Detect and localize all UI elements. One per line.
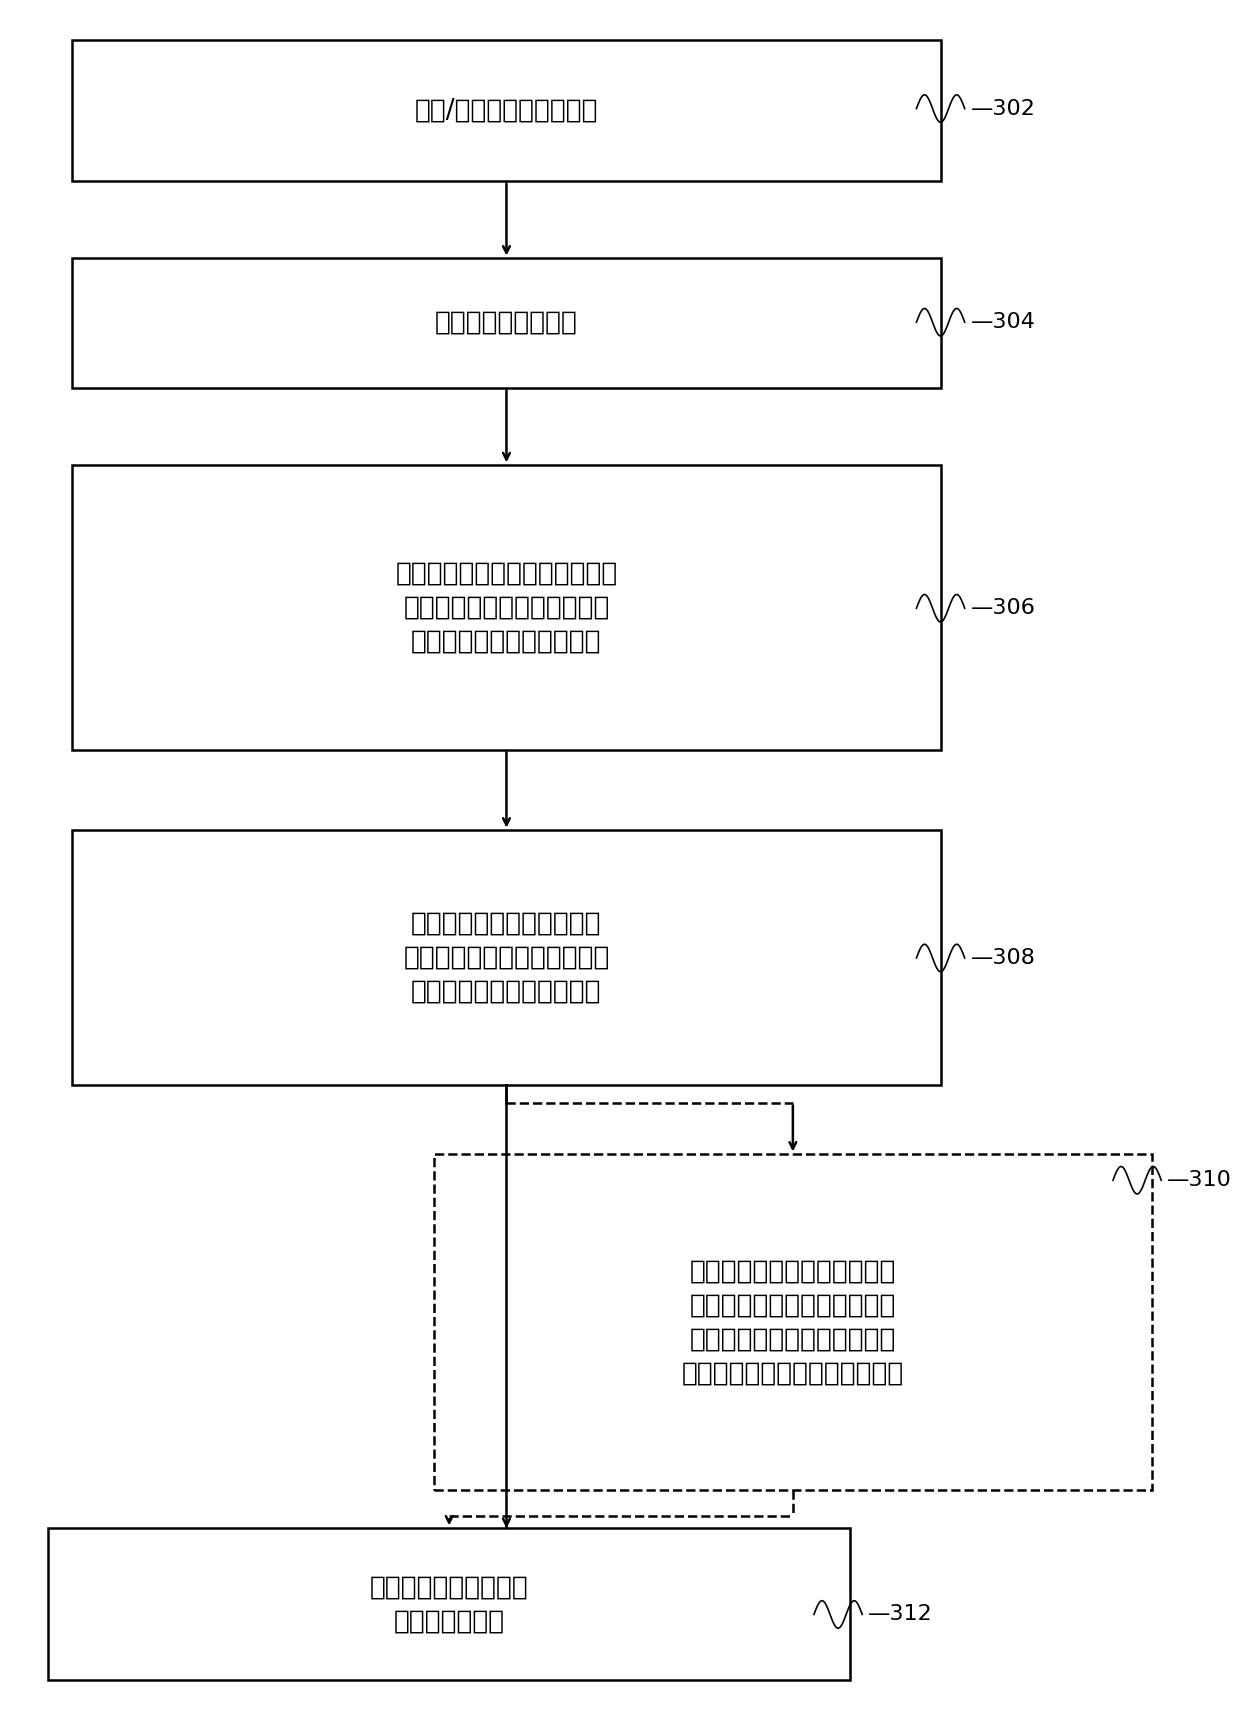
Bar [48, 1528, 851, 1680]
Text: —304: —304 [971, 312, 1035, 333]
Text: 针对复数个候选治疗选项，
沿着冠状动脉分支预测感兴趣
的血液动力学量的治疗后值: 针对复数个候选治疗选项， 沿着冠状动脉分支预测感兴趣 的血液动力学量的治疗后值 [403, 911, 610, 1005]
Bar [72, 40, 941, 181]
Bar [72, 465, 941, 750]
Text: 输出治疗预测并且提供
治疗指导给用户: 输出治疗预测并且提供 治疗指导给用户 [370, 1575, 528, 1633]
Text: 使用第一机器学习模型检测冠状
动脉病变并沿着冠状动脉分支
计算感兴趣的血液动力学量: 使用第一机器学习模型检测冠状 动脉病变并沿着冠状动脉分支 计算感兴趣的血液动力学… [396, 560, 618, 655]
Bar [434, 1154, 1152, 1490]
Text: —312: —312 [868, 1604, 932, 1625]
Text: —302: —302 [971, 98, 1035, 119]
Text: —306: —306 [971, 598, 1035, 619]
Text: —310: —310 [1167, 1170, 1233, 1191]
Bar [72, 258, 941, 388]
Text: 获取/接收患者的医学图像: 获取/接收患者的医学图像 [414, 96, 598, 124]
Text: 针对每个病变生成与多个治疗
选项对应的治疗后场景并且基
于血液动力学显著性和斑块稳
定性来对治疗后场景案进行评分: 针对每个病变生成与多个治疗 选项对应的治疗后场景并且基 于血液动力学显著性和斑块… [682, 1258, 904, 1387]
Text: 从医学图像提取特征: 从医学图像提取特征 [435, 310, 578, 336]
Text: —308: —308 [971, 948, 1035, 968]
Bar [72, 830, 941, 1085]
